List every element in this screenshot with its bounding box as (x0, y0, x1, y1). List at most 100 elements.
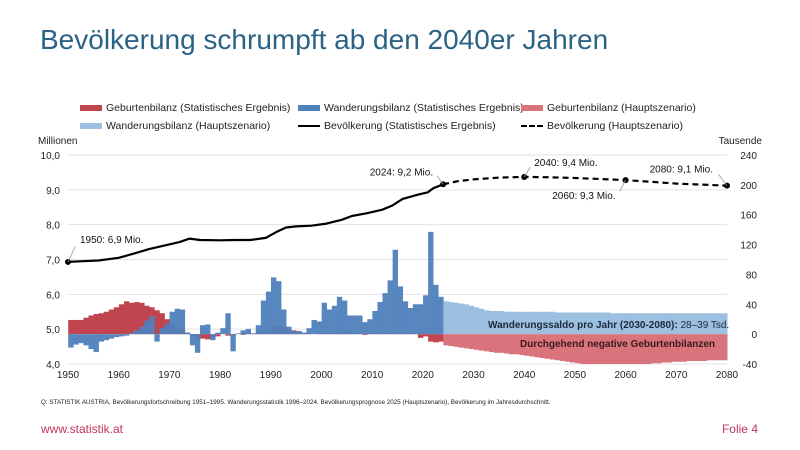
bar-births-proj (620, 334, 627, 364)
bar-births-proj (625, 334, 632, 364)
bar-births-proj (656, 334, 662, 364)
right-tick-label: 240 (740, 151, 757, 162)
bar-migration-stat (331, 305, 338, 335)
bar-births-proj (706, 334, 713, 361)
bar-migration-stat (276, 281, 282, 335)
bar-births-proj (671, 334, 677, 362)
bar-births-stat (129, 302, 135, 335)
x-tick-label: 1970 (158, 370, 181, 381)
bar-migration-stat (113, 334, 120, 338)
bar-births-stat (144, 305, 150, 335)
bar-migration-stat (205, 324, 211, 335)
bar-births-stat (123, 301, 130, 335)
bar-births-proj (549, 334, 556, 360)
legend-item-migration-stat: Wanderungsbilanz (Statistisches Ergebnis… (298, 102, 524, 114)
line-population-proj (442, 175, 728, 187)
bar-births-stat (113, 307, 120, 335)
bar-births-stat (93, 313, 99, 335)
bar-migration-proj (610, 313, 616, 335)
bar-migration-stat (321, 302, 328, 335)
bar-births-proj (717, 334, 723, 361)
bar-migration-proj (646, 313, 652, 335)
right-tick-label: 160 (740, 211, 757, 222)
bar-migration-proj (570, 312, 576, 335)
bar-migration-stat (316, 321, 322, 335)
bar-migration-stat (433, 284, 439, 335)
bar-births-proj (570, 334, 576, 363)
bar-births-stat (98, 313, 104, 335)
bar-migration-proj (504, 311, 510, 335)
bar-births-stat (118, 304, 125, 335)
legend-item-population-stat: Bevölkerung (Statistisches Ergebnis) (298, 120, 496, 132)
bar-births-stat (362, 334, 368, 335)
bar-migration-stat (103, 334, 110, 341)
bar-migration-proj (701, 313, 708, 335)
bar-migration-proj (651, 313, 657, 335)
bar-migration-stat (357, 315, 363, 335)
bar-migration-stat (174, 308, 181, 335)
births-area-label: Durchgehend negative Geburtenbilanzen (520, 339, 715, 350)
bar-migration-stat (260, 300, 267, 335)
bar-migration-proj (468, 305, 475, 335)
bar-births-proj (580, 334, 586, 364)
bar-migration-proj (499, 311, 505, 335)
bar-births-proj (473, 334, 480, 350)
footer-url[interactable]: www.statistik.at (41, 422, 124, 436)
annotation-leader (67, 246, 76, 263)
legend-label: Geburtenbilanz (Statistisches Ergebnis) (106, 102, 291, 114)
bar-migration-stat (428, 231, 434, 335)
right-tick-label: 120 (740, 241, 757, 252)
bar-births-proj (544, 334, 551, 359)
left-tick-label: 10,0 (41, 151, 61, 162)
bar-births-stat (225, 334, 231, 336)
bar-births-proj (468, 334, 475, 350)
x-tick-label: 2080 (716, 370, 739, 381)
bar-migration-stat (362, 322, 368, 335)
annotation-leader (619, 179, 626, 192)
bar-migration-stat (286, 326, 292, 335)
slide-number: Folie 4 (721, 422, 758, 436)
bar-births-stat (73, 319, 79, 335)
bar-births-proj (681, 334, 687, 362)
bar-births-proj (646, 334, 652, 364)
bar-migration-proj (691, 313, 698, 335)
bar-births-proj (610, 334, 616, 364)
right-tick-label: 200 (740, 181, 757, 192)
bar-migration-proj (711, 313, 718, 335)
bar-births-stat (134, 302, 140, 335)
bar-births-proj (605, 334, 611, 364)
legend-swatch (298, 125, 320, 127)
bar-migration-stat (230, 334, 236, 352)
bar-births-proj (478, 334, 485, 351)
bar-migration-proj (630, 313, 637, 335)
bar-migration-stat (326, 309, 333, 335)
bar-migration-proj (519, 311, 525, 335)
bar-migration-stat (372, 311, 378, 335)
right-tick-label: 40 (746, 300, 758, 311)
bar-migration-stat (154, 334, 160, 342)
migration-area-label: Wanderungssaldo pro Jahr (2030-2080): 28… (488, 320, 729, 331)
bar-births-stat (154, 310, 160, 335)
bar-migration-stat (184, 332, 191, 335)
bar-migration-stat (291, 331, 297, 335)
bar-births-proj (539, 334, 546, 359)
bar-births-stat (159, 313, 165, 335)
bar-births-proj (666, 334, 672, 363)
left-axis-label: Millionen (38, 136, 77, 147)
right-axis-label: Tausende (719, 136, 763, 147)
legend-swatch (80, 105, 102, 111)
bar-migration-proj (656, 313, 662, 335)
bar-births-proj (458, 334, 464, 348)
bar-migration-proj (575, 312, 581, 335)
bar-births-proj (701, 334, 708, 362)
bar-migration-stat (382, 293, 388, 335)
left-tick-label: 6,0 (46, 290, 60, 301)
bar-migration-stat (311, 319, 317, 335)
bar-migration-stat (134, 330, 140, 335)
x-tick-label: 1960 (108, 370, 131, 381)
bar-migration-stat (73, 334, 79, 345)
bar-migration-proj (625, 313, 632, 335)
bar-births-proj (630, 334, 637, 364)
bar-migration-proj (494, 311, 500, 335)
